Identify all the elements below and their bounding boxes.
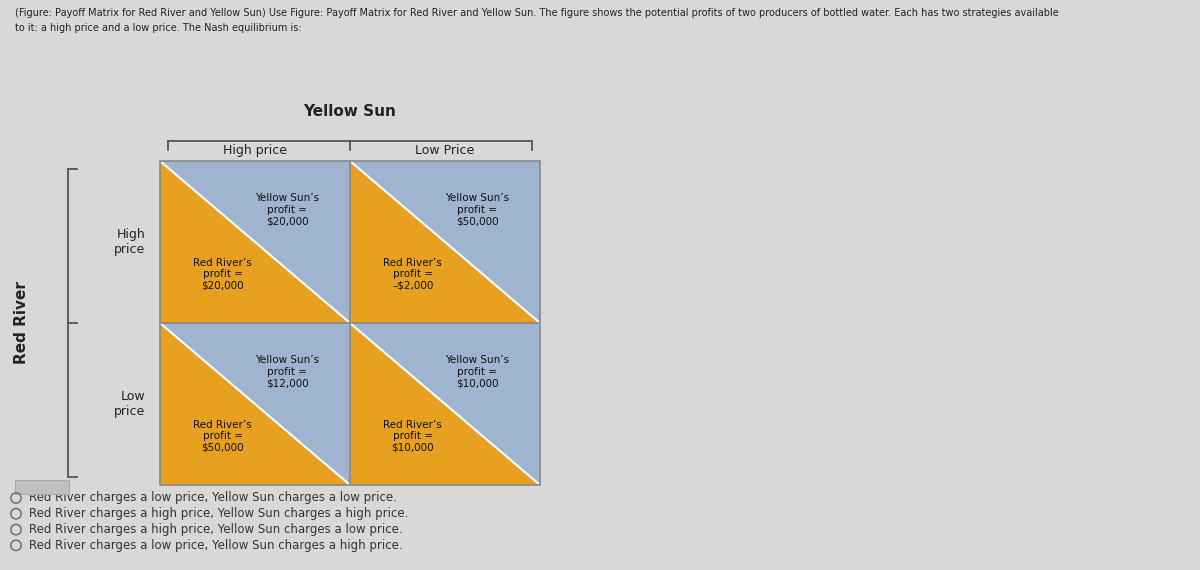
Text: Red River’s
profit =
$50,000: Red River’s profit = $50,000 [193,420,252,453]
Text: Red River charges a low price, Yellow Sun charges a low price.: Red River charges a low price, Yellow Su… [29,491,397,504]
Text: Yellow Sun’s
profit =
$20,000: Yellow Sun’s profit = $20,000 [256,193,319,226]
Polygon shape [160,323,350,485]
Text: High price: High price [223,144,287,157]
Text: Low Price: Low Price [415,144,475,157]
Polygon shape [350,323,540,485]
Polygon shape [160,161,350,323]
Text: Yellow Sun: Yellow Sun [304,104,396,119]
Text: to it: a high price and a low price. The Nash equilibrium is:: to it: a high price and a low price. The… [14,23,301,33]
Polygon shape [350,161,540,323]
Text: Red River charges a high price, Yellow Sun charges a high price.: Red River charges a high price, Yellow S… [29,507,408,520]
Polygon shape [350,161,540,323]
Text: Yellow Sun’s
profit =
$12,000: Yellow Sun’s profit = $12,000 [256,355,319,388]
Text: Red River’s
profit =
–$2,000: Red River’s profit = –$2,000 [383,258,442,291]
FancyBboxPatch shape [14,480,70,494]
Text: Red River: Red River [14,282,30,364]
Text: Yellow Sun’s
profit =
$10,000: Yellow Sun’s profit = $10,000 [445,355,509,388]
Text: Red River charges a high price, Yellow Sun charges a low price.: Red River charges a high price, Yellow S… [29,523,403,536]
Text: Yellow Sun’s
profit =
$50,000: Yellow Sun’s profit = $50,000 [445,193,509,226]
Polygon shape [160,161,350,323]
Polygon shape [350,323,540,485]
Text: (Figure: Payoff Matrix for Red River and Yellow Sun) Use Figure: Payoff Matrix f: (Figure: Payoff Matrix for Red River and… [14,8,1058,18]
Text: Red River’s
profit =
$10,000: Red River’s profit = $10,000 [383,420,442,453]
Bar [160,161,540,485]
Text: High
price: High price [114,228,145,256]
Text: Red River’s
profit =
$20,000: Red River’s profit = $20,000 [193,258,252,291]
Text: Red River charges a low price, Yellow Sun charges a high price.: Red River charges a low price, Yellow Su… [29,539,403,552]
Polygon shape [160,323,350,485]
Text: Low
price: Low price [114,390,145,418]
